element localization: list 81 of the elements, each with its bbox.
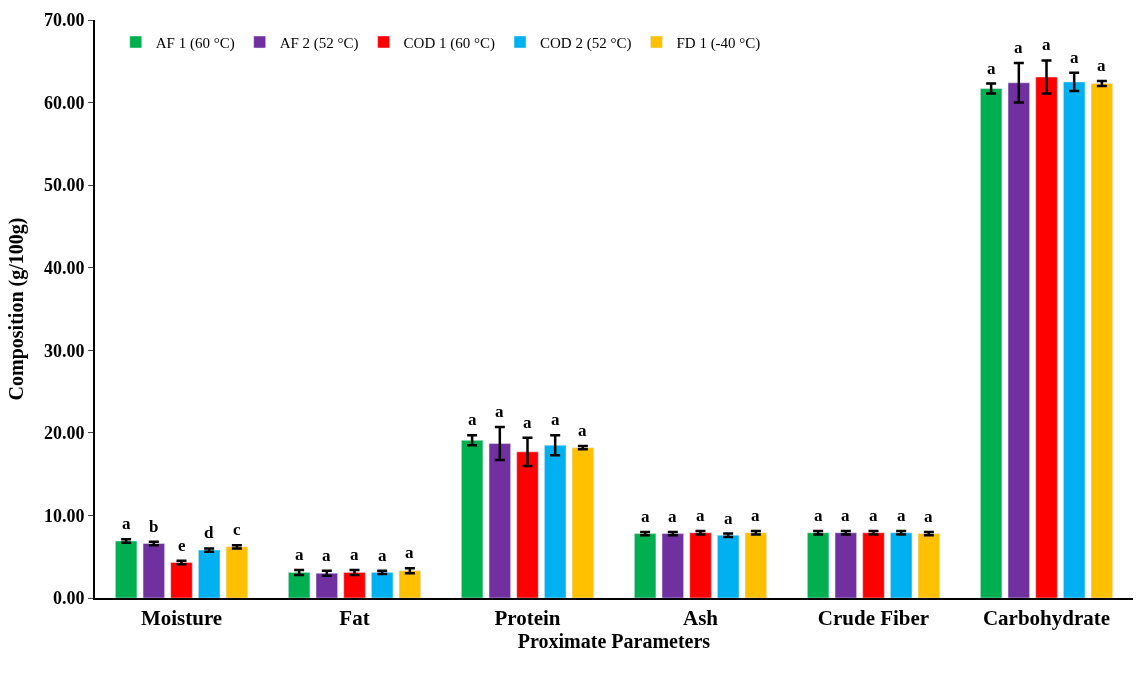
- annotation: a: [122, 514, 131, 533]
- annotation: e: [178, 536, 186, 555]
- bar: [834, 532, 857, 598]
- x-axis-title: Proximate Parameters: [517, 630, 711, 653]
- annotation: a: [751, 506, 760, 525]
- x-tick-label: Moisture: [140, 606, 223, 631]
- x-tick-label: Protein: [494, 606, 561, 631]
- annotation: a: [1014, 38, 1023, 57]
- legend-label: COD 2 (52 °C): [540, 34, 632, 52]
- bar: [634, 533, 657, 598]
- bar: [371, 572, 394, 598]
- bar: [115, 540, 138, 598]
- x-tick-label: Ash: [682, 606, 719, 631]
- bar: [689, 532, 712, 598]
- annotation: b: [149, 517, 159, 536]
- y-tick-label: 10.00: [43, 505, 85, 526]
- bar: [744, 532, 767, 598]
- legend-label: AF 2 (52 °C): [279, 34, 359, 52]
- bar: [1063, 81, 1086, 598]
- annotation: a: [350, 545, 359, 564]
- bar: [142, 543, 165, 598]
- bar: [1090, 83, 1113, 598]
- annotation: a: [495, 402, 504, 421]
- annotation: a: [696, 506, 705, 525]
- bar: [1007, 82, 1030, 598]
- bar: [571, 447, 594, 598]
- annotation: a: [378, 546, 387, 565]
- annotation: a: [1042, 35, 1051, 54]
- annotation: a: [924, 507, 933, 526]
- legend-label: AF 1 (60 °C): [155, 34, 235, 52]
- annotation: a: [897, 506, 906, 525]
- legend-label: COD 1 (60 °C): [403, 34, 496, 52]
- annotation: c: [233, 520, 241, 539]
- annotation: a: [468, 410, 477, 429]
- bar: [890, 532, 913, 598]
- bar: [516, 451, 539, 598]
- annotation: a: [814, 506, 823, 525]
- bar: [1035, 76, 1058, 598]
- annotation: a: [1097, 56, 1106, 75]
- annotation: a: [841, 506, 850, 525]
- annotation: a: [1070, 48, 1079, 67]
- y-tick-label: 50.00: [43, 175, 85, 196]
- bar: [315, 572, 338, 598]
- bar: [661, 533, 684, 598]
- y-axis-title: Composition (g/100g): [4, 217, 28, 401]
- annotation: a: [641, 507, 650, 526]
- bar: [862, 532, 885, 598]
- bar: [225, 546, 248, 598]
- bar: [917, 533, 940, 598]
- annotation: a: [987, 59, 996, 78]
- annotation: a: [724, 509, 733, 528]
- annotation: d: [204, 523, 214, 542]
- y-tick-label: 30.00: [43, 340, 85, 361]
- bar: [980, 88, 1003, 598]
- x-tick-label: Fat: [339, 606, 370, 631]
- bar: [198, 549, 221, 598]
- bar: [288, 572, 311, 598]
- bar: [807, 532, 830, 598]
- y-tick-label: 40.00: [43, 258, 85, 279]
- bar: [170, 562, 193, 598]
- annotation: a: [405, 543, 414, 562]
- x-tick-label: Crude Fiber: [817, 606, 930, 631]
- bar: [398, 570, 421, 598]
- legend-label: FD 1 (-40 °C): [676, 34, 761, 52]
- bar: [488, 443, 511, 598]
- annotation: a: [551, 410, 560, 429]
- annotation: a: [523, 413, 532, 432]
- bar: [343, 572, 366, 598]
- y-tick-label: 70.00: [43, 10, 85, 31]
- bar: [461, 440, 484, 598]
- annotation: a: [668, 507, 677, 526]
- y-tick-label: 0.00: [52, 588, 85, 609]
- x-tick-label: Carbohydrate: [982, 606, 1111, 631]
- bar: [544, 444, 567, 598]
- annotation: a: [322, 546, 331, 565]
- y-tick-label: 20.00: [43, 423, 85, 444]
- annotation: a: [578, 421, 587, 440]
- annotation: a: [295, 545, 304, 564]
- bar: [717, 535, 740, 598]
- y-tick-label: 60.00: [43, 92, 85, 113]
- annotation: a: [869, 506, 878, 525]
